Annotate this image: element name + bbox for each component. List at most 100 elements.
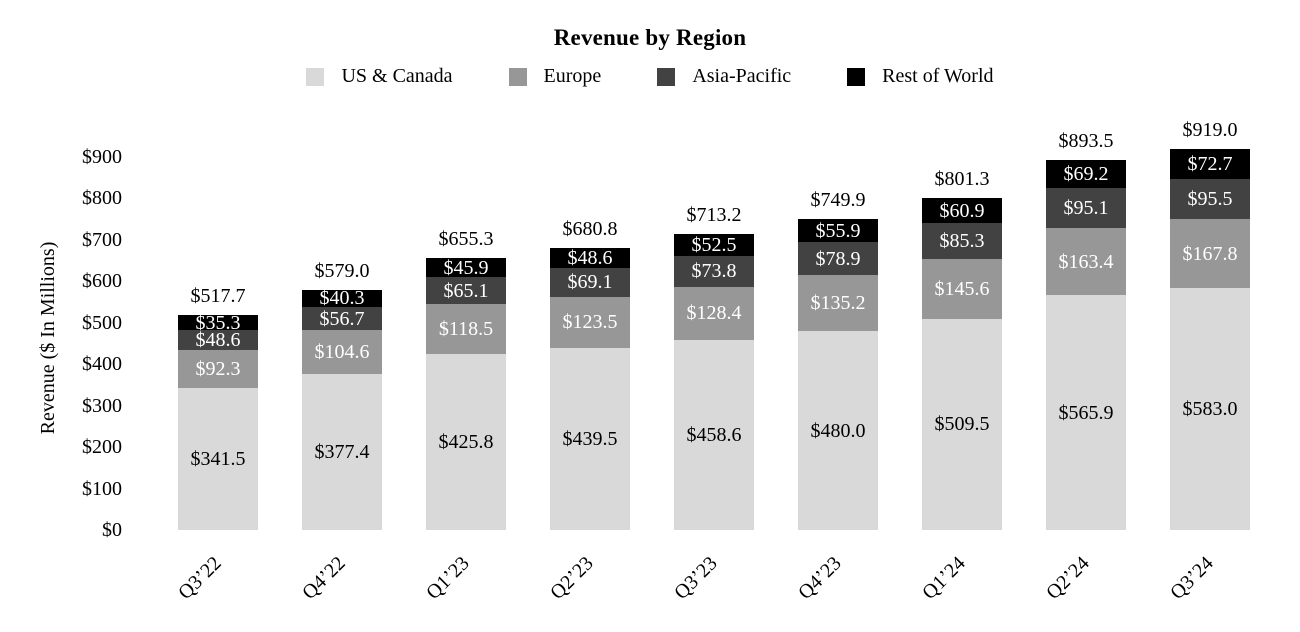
bar-segment-europe: $128.4 xyxy=(674,286,754,340)
x-axis-label: Q3’22 xyxy=(174,552,226,604)
bar-q3-24: $72.7 $95.5 $167.8 $583.0 $919.0 xyxy=(1170,119,1250,530)
segment-value-label: $583.0 xyxy=(1182,398,1238,421)
bar-segment-europe: $163.4 xyxy=(1046,227,1126,296)
bar-total-label: $680.8 xyxy=(562,217,618,240)
legend-item-us-canada: US & Canada xyxy=(306,65,453,88)
x-axis-label: Q3’24 xyxy=(1166,552,1218,604)
x-axis-label: Q4’22 xyxy=(298,552,350,604)
legend-swatch-icon xyxy=(847,67,866,86)
legend-swatch-icon xyxy=(657,67,676,86)
segment-value-label: $73.8 xyxy=(691,260,737,283)
segment-value-label: $135.2 xyxy=(810,292,866,315)
bar-total-label: $517.7 xyxy=(190,285,246,308)
segment-value-label: $163.4 xyxy=(1058,250,1114,273)
bar-segment-europe: $118.5 xyxy=(426,304,506,354)
segment-value-label: $72.7 xyxy=(1187,153,1233,176)
bar-segment-rest-of-world: $69.2 xyxy=(1046,159,1126,189)
x-axis-label: Q3’23 xyxy=(670,552,722,604)
bar-segment-us-canada: $458.6 xyxy=(674,339,754,530)
bar-segment-us-canada: $565.9 xyxy=(1046,295,1126,530)
bar-segment-us-canada: $425.8 xyxy=(426,353,506,530)
legend-swatch-icon xyxy=(508,67,527,86)
legend-label: Asia-Pacific xyxy=(692,65,792,87)
bar-segment-us-canada: $439.5 xyxy=(550,347,630,530)
bar-segment-rest-of-world: $48.6 xyxy=(550,246,630,269)
segment-value-label: $48.6 xyxy=(567,246,613,269)
segment-value-label: $55.9 xyxy=(815,219,861,242)
bar-segment-europe: $104.6 xyxy=(302,330,382,374)
bar-segment-us-canada: $509.5 xyxy=(922,318,1002,530)
bar-q4-22: $40.3 $56.7 $104.6 $377.4 $579.0 xyxy=(302,260,382,530)
bar-segment-asia-pacific: $73.8 xyxy=(674,256,754,287)
bar-total-label: $579.0 xyxy=(314,260,370,283)
bar-q2-24: $69.2 $95.1 $163.4 $565.9 $893.5 xyxy=(1046,130,1126,530)
bar-total-label: $655.3 xyxy=(438,228,494,251)
bar-q1-24: $60.9 $85.3 $145.6 $509.5 $801.3 xyxy=(922,168,1002,530)
bar-segment-asia-pacific: $78.9 xyxy=(798,242,878,276)
segment-value-label: $48.6 xyxy=(195,329,241,352)
segment-value-label: $60.9 xyxy=(939,199,985,222)
bar-segment-asia-pacific: $48.6 xyxy=(178,329,258,352)
bar-segment-rest-of-world: $72.7 xyxy=(1170,149,1250,180)
bar-segment-asia-pacific: $69.1 xyxy=(550,268,630,297)
y-axis-tick: $700 xyxy=(82,228,122,251)
x-axis-label: Q2’23 xyxy=(546,552,598,604)
x-axis-label: Q1’24 xyxy=(918,552,970,604)
segment-value-label: $104.6 xyxy=(314,340,370,363)
bar-total-label: $893.5 xyxy=(1058,129,1114,152)
bar-segment-europe: $135.2 xyxy=(798,275,878,332)
y-axis-tick: $0 xyxy=(102,519,122,541)
segment-value-label: $78.9 xyxy=(815,247,861,270)
bar-q1-23: $45.9 $65.1 $118.5 $425.8 $655.3 xyxy=(426,228,506,530)
segment-value-label: $128.4 xyxy=(686,302,742,325)
bar-q3-22: $35.3 $48.6 $92.3 $341.5 $517.7 xyxy=(178,285,258,530)
segment-value-label: $69.2 xyxy=(1063,163,1109,185)
y-axis-tick: $200 xyxy=(82,436,122,459)
x-axis-label: Q2’24 xyxy=(1042,552,1094,604)
y-axis-tick: $900 xyxy=(82,146,122,168)
segment-value-label: $56.7 xyxy=(319,307,365,330)
bar-segment-asia-pacific: $85.3 xyxy=(922,223,1002,259)
segment-value-label: $439.5 xyxy=(562,427,618,450)
bar-total-label: $801.3 xyxy=(934,167,990,190)
segment-value-label: $167.8 xyxy=(1182,242,1238,265)
segment-value-label: $565.9 xyxy=(1058,401,1114,424)
y-axis-tick: $800 xyxy=(82,187,122,210)
bar-segment-rest-of-world: $60.9 xyxy=(922,197,1002,224)
segment-value-label: $458.6 xyxy=(686,423,742,446)
segment-value-label: $45.9 xyxy=(443,256,489,279)
bar-segment-europe: $123.5 xyxy=(550,296,630,348)
segment-value-label: $480.0 xyxy=(810,419,866,442)
legend-item-europe: Europe xyxy=(508,65,602,88)
legend-label: Rest of World xyxy=(882,65,994,87)
legend-item-rest-of-world: Rest of World xyxy=(847,65,994,88)
bar-segment-rest-of-world: $40.3 xyxy=(302,288,382,308)
segment-value-label: $377.4 xyxy=(314,440,370,463)
y-axis-tick: $300 xyxy=(82,394,122,417)
bar-segment-rest-of-world: $45.9 xyxy=(426,256,506,279)
bar-total-label: $749.9 xyxy=(810,189,866,212)
legend-label: Europe xyxy=(543,65,602,87)
segment-value-label: $69.1 xyxy=(567,271,613,294)
bar-segment-us-canada: $341.5 xyxy=(178,388,258,530)
segment-value-label: $35.3 xyxy=(195,311,241,334)
legend: US & Canada Europe Asia-Pacific Rest of Wor… xyxy=(0,65,1300,88)
bar-segment-us-canada: $583.0 xyxy=(1170,288,1250,530)
segment-value-label: $95.1 xyxy=(1063,197,1109,220)
legend-swatch-icon xyxy=(306,67,325,86)
bar-q4-23: $55.9 $78.9 $135.2 $480.0 $749.9 xyxy=(798,189,878,530)
bar-segment-europe: $145.6 xyxy=(922,258,1002,319)
x-axis-label: Q1’23 xyxy=(422,552,474,604)
legend-label: US & Canada xyxy=(341,65,453,87)
segment-value-label: $92.3 xyxy=(195,358,241,381)
bar-segment-asia-pacific: $95.5 xyxy=(1170,179,1250,219)
bar-segment-us-canada: $377.4 xyxy=(302,373,382,530)
segment-value-label: $52.5 xyxy=(691,234,737,257)
bar-segment-us-canada: $480.0 xyxy=(798,331,878,530)
chart-title: Revenue by Region xyxy=(553,25,747,50)
segment-value-label: $118.5 xyxy=(438,317,494,340)
segment-value-label: $509.5 xyxy=(934,413,990,436)
